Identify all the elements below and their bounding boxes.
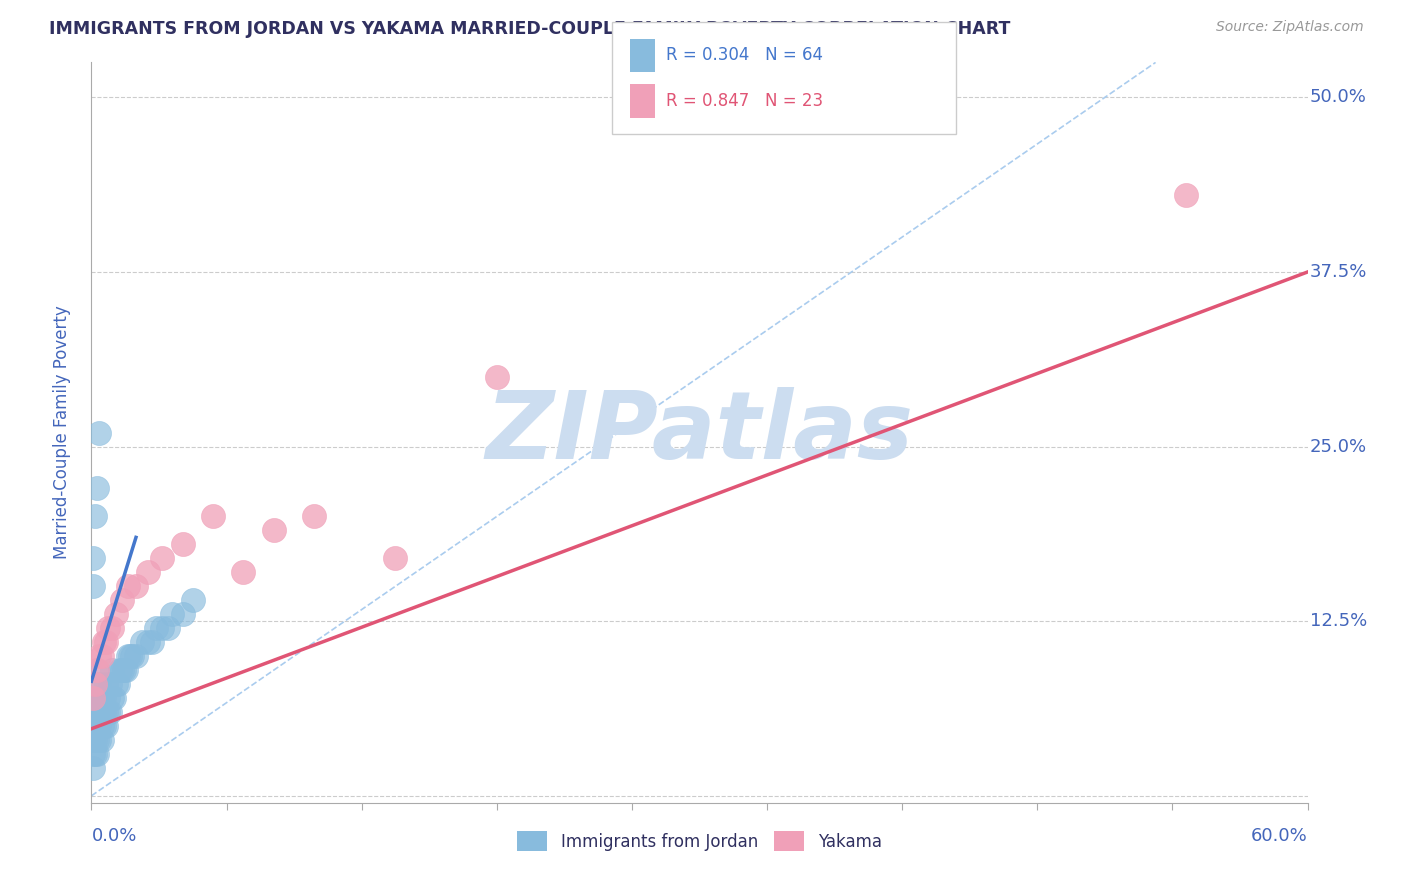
Point <box>82 719 104 733</box>
Point <box>84 509 107 524</box>
Y-axis label: Married-Couple Family Poverty: Married-Couple Family Poverty <box>52 306 70 559</box>
Point <box>172 607 194 622</box>
Point <box>304 509 326 524</box>
Point <box>145 621 167 635</box>
Point <box>86 691 108 706</box>
Point <box>89 691 111 706</box>
Point <box>118 649 141 664</box>
Point <box>89 649 111 664</box>
Point <box>86 705 108 719</box>
Point <box>104 607 127 622</box>
Text: 37.5%: 37.5% <box>1310 263 1368 281</box>
Point <box>98 677 121 691</box>
Point <box>232 566 254 580</box>
Point <box>90 649 112 664</box>
Point <box>98 705 121 719</box>
Point <box>150 551 173 566</box>
Point <box>121 649 143 664</box>
Point <box>1175 188 1198 202</box>
Point <box>162 607 184 622</box>
Point <box>125 649 148 664</box>
Point <box>82 579 104 593</box>
Point <box>82 747 104 761</box>
Point <box>82 691 104 706</box>
Text: R = 0.847   N = 23: R = 0.847 N = 23 <box>666 92 824 110</box>
Point <box>111 593 134 607</box>
Text: 25.0%: 25.0% <box>1310 438 1367 456</box>
Point <box>84 705 107 719</box>
Point <box>172 537 194 551</box>
Point <box>103 691 125 706</box>
Point <box>82 733 104 747</box>
Point <box>89 719 111 733</box>
Point <box>136 566 159 580</box>
Text: Source: ZipAtlas.com: Source: ZipAtlas.com <box>1216 20 1364 34</box>
Point <box>94 635 117 649</box>
Point <box>202 509 225 524</box>
Point <box>90 733 112 747</box>
Point <box>89 425 111 440</box>
Point <box>82 761 104 775</box>
Point <box>150 621 173 635</box>
Point <box>86 663 108 677</box>
Point <box>94 705 117 719</box>
Point <box>157 621 180 635</box>
Point <box>82 691 104 706</box>
Point <box>263 524 285 538</box>
Point <box>125 579 148 593</box>
Text: 50.0%: 50.0% <box>1310 88 1367 106</box>
Point <box>117 649 139 664</box>
Point <box>82 705 104 719</box>
Point <box>131 635 153 649</box>
Point <box>97 705 120 719</box>
Point <box>108 663 131 677</box>
Legend: Immigrants from Jordan, Yakama: Immigrants from Jordan, Yakama <box>510 825 889 857</box>
Point <box>141 635 163 649</box>
Point <box>107 677 129 691</box>
Point <box>84 747 107 761</box>
Point <box>84 733 107 747</box>
Point <box>90 705 112 719</box>
Text: R = 0.304   N = 64: R = 0.304 N = 64 <box>666 46 824 64</box>
Point <box>82 551 104 566</box>
Point <box>86 719 108 733</box>
Point <box>111 663 134 677</box>
Text: 60.0%: 60.0% <box>1251 827 1308 845</box>
Text: 12.5%: 12.5% <box>1310 612 1367 631</box>
Point <box>93 705 115 719</box>
Point <box>90 691 112 706</box>
Point <box>86 482 108 496</box>
Point <box>90 719 112 733</box>
Point <box>181 593 204 607</box>
Point <box>97 691 120 706</box>
Point <box>86 733 108 747</box>
Point <box>93 691 115 706</box>
Point <box>93 719 115 733</box>
Point <box>97 621 120 635</box>
Point <box>86 747 108 761</box>
Point <box>86 663 108 677</box>
Text: IMMIGRANTS FROM JORDAN VS YAKAMA MARRIED-COUPLE FAMILY POVERTY CORRELATION CHART: IMMIGRANTS FROM JORDAN VS YAKAMA MARRIED… <box>49 20 1011 37</box>
Point <box>89 733 111 747</box>
Text: 0.0%: 0.0% <box>91 827 136 845</box>
Point <box>100 621 122 635</box>
Point <box>115 663 138 677</box>
Point <box>485 369 508 384</box>
Point <box>89 705 111 719</box>
Point <box>136 635 159 649</box>
Point <box>384 551 406 566</box>
Point <box>100 663 122 677</box>
Point <box>112 663 135 677</box>
Point <box>117 579 139 593</box>
Point <box>89 677 111 691</box>
Point <box>94 677 117 691</box>
Point <box>93 635 115 649</box>
Point <box>84 719 107 733</box>
Point <box>84 677 107 691</box>
Text: ZIPatlas: ZIPatlas <box>485 386 914 479</box>
Point <box>100 691 122 706</box>
Point <box>104 677 127 691</box>
Point <box>94 719 117 733</box>
Point <box>84 677 107 691</box>
